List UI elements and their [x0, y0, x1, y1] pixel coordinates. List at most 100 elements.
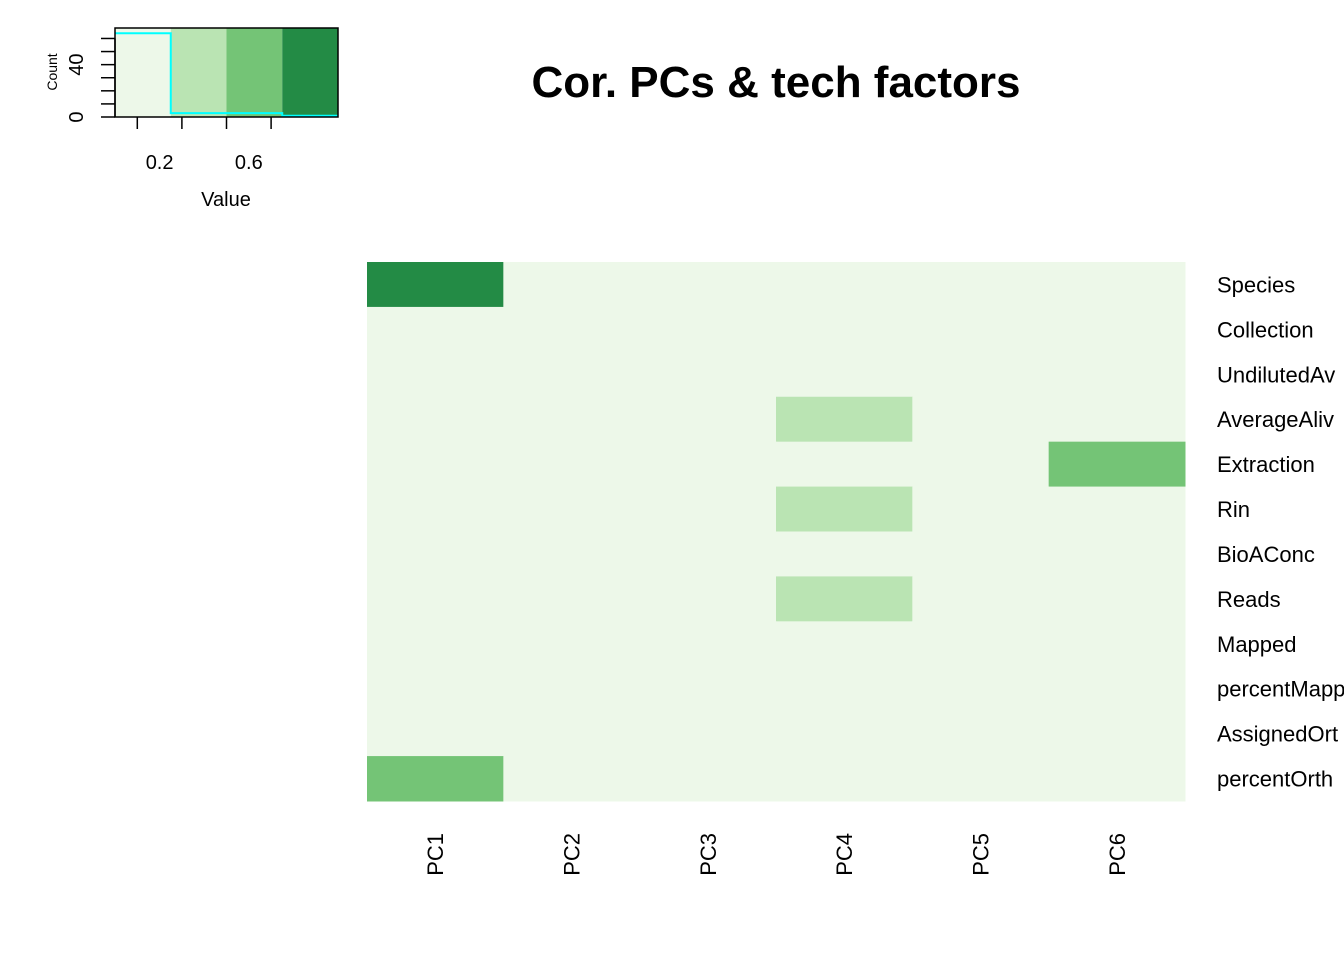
heatmap-cell: [503, 621, 641, 667]
heatmap-cell: [776, 666, 913, 712]
heatmap-cell: [912, 441, 1050, 488]
heatmap-cell: [1048, 711, 1186, 757]
heatmap-cell: [776, 262, 913, 308]
heatmap-cell: [639, 666, 777, 712]
row-label: Collection: [1217, 317, 1314, 342]
row-label: percentMapp: [1217, 677, 1344, 702]
heatmap-cell: [776, 711, 913, 757]
color-key-y-axis: 0 40: [66, 37, 116, 123]
heatmap-cell: [1048, 396, 1186, 443]
heatmap-cell: [1048, 621, 1186, 667]
column-labels: PC1 PC2 PC3 PC4 PC5 PC6: [423, 833, 1130, 876]
heatmap-cell: [503, 306, 641, 353]
heatmap-cell: [639, 351, 777, 398]
heatmap-cell: [639, 576, 777, 622]
heatmap-cell: [367, 262, 504, 308]
heatmap-cell: [639, 531, 777, 577]
heatmap-cell: [503, 711, 641, 757]
heatmap-cell: [503, 486, 641, 532]
heatmap-cell: [776, 441, 913, 488]
color-key-band: [170, 28, 227, 117]
heatmap-cell: [776, 531, 913, 577]
row-label: Reads: [1217, 587, 1281, 612]
color-key-x-axis: 0.2 0.6: [136, 117, 272, 174]
heatmap-cell: [503, 756, 641, 802]
heatmap-cell: [367, 621, 504, 667]
heatmap-cell: [912, 621, 1050, 667]
heatmap-cell: [503, 262, 641, 308]
heatmap-cells: [367, 262, 1186, 802]
heatmap-cell: [503, 531, 641, 577]
heatmap-cell: [776, 306, 913, 353]
heatmap-cell: [367, 576, 504, 622]
column-label: PC5: [969, 833, 994, 876]
heatmap-cell: [1048, 306, 1186, 353]
color-key-bands: [115, 28, 338, 117]
row-label: Species: [1217, 272, 1295, 297]
column-label: PC1: [423, 833, 448, 876]
heatmap-cell: [1048, 576, 1186, 622]
color-key-y-tick-label: 40: [66, 54, 88, 76]
row-label: AverageAliv: [1217, 407, 1334, 432]
row-labels: Species Collection UndilutedAv AverageAliv E…: [1217, 272, 1344, 791]
heatmap-cell: [503, 441, 641, 488]
color-key-y-tick-label: 0: [66, 111, 88, 122]
heatmap-cell: [367, 396, 504, 443]
heatmap-cell: [639, 711, 777, 757]
heatmap-cell: [776, 486, 913, 532]
color-key-histogram: [115, 32, 338, 117]
color-key-x-tick-label: 0.6: [235, 152, 263, 174]
heatmap-cell: [1048, 531, 1186, 577]
color-key-ylabel: Count: [44, 53, 60, 90]
heatmap-cell: [639, 396, 777, 443]
heatmap-cell: [912, 351, 1050, 398]
heatmap-cell: [639, 306, 777, 353]
row-label: BioAConc: [1217, 542, 1315, 567]
heatmap-cell: [639, 441, 777, 488]
row-label: percentOrth: [1217, 767, 1333, 792]
heatmap-cell: [367, 756, 504, 802]
heatmap-cell: [367, 486, 504, 532]
heatmap-cell: [912, 576, 1050, 622]
heatmap-cell: [367, 531, 504, 577]
column-label: PC4: [832, 833, 857, 876]
heatmap-cell: [639, 486, 777, 532]
heatmap-cell: [776, 576, 913, 622]
heatmap-cell: [912, 666, 1050, 712]
color-key-band: [115, 28, 171, 117]
heatmap-cell: [367, 441, 504, 488]
heatmap-cell: [776, 396, 913, 443]
heatmap-cell: [367, 306, 504, 353]
heatmap-cell: [1048, 486, 1186, 532]
heatmap-cell: [1048, 756, 1186, 802]
heatmap-cell: [367, 666, 504, 712]
chart-title: Cor. PCs & tech factors: [531, 58, 1020, 107]
heatmap-cell: [503, 396, 641, 443]
heatmap-cell: [912, 531, 1050, 577]
heatmap-cell: [912, 396, 1050, 443]
heatmap-cell: [776, 756, 913, 802]
heatmap-cell: [503, 576, 641, 622]
row-label: AssignedOrt: [1217, 722, 1338, 747]
heatmap-cell: [912, 486, 1050, 532]
heatmap-cell: [1048, 262, 1186, 308]
row-label: Rin: [1217, 497, 1250, 522]
heatmap-cell: [1048, 666, 1186, 712]
heatmap-cell: [367, 711, 504, 757]
heatmap-cell: [776, 621, 913, 667]
heatmap-cell: [367, 351, 504, 398]
heatmap-cell: [639, 756, 777, 802]
color-key-band: [282, 28, 338, 117]
column-label: PC6: [1105, 833, 1130, 876]
color-key-xlabel: Value: [201, 189, 251, 211]
heatmap-cell: [912, 262, 1050, 308]
heatmap-cell: [776, 351, 913, 398]
color-key: 0.2 0.6 0 40 Value Count: [44, 27, 339, 211]
row-label: UndilutedAv: [1217, 362, 1335, 387]
heatmap-cell: [503, 666, 641, 712]
heatmap-cell: [639, 262, 777, 308]
heatmap-cell: [912, 711, 1050, 757]
color-key-band: [226, 28, 283, 117]
column-label: PC3: [696, 833, 721, 876]
